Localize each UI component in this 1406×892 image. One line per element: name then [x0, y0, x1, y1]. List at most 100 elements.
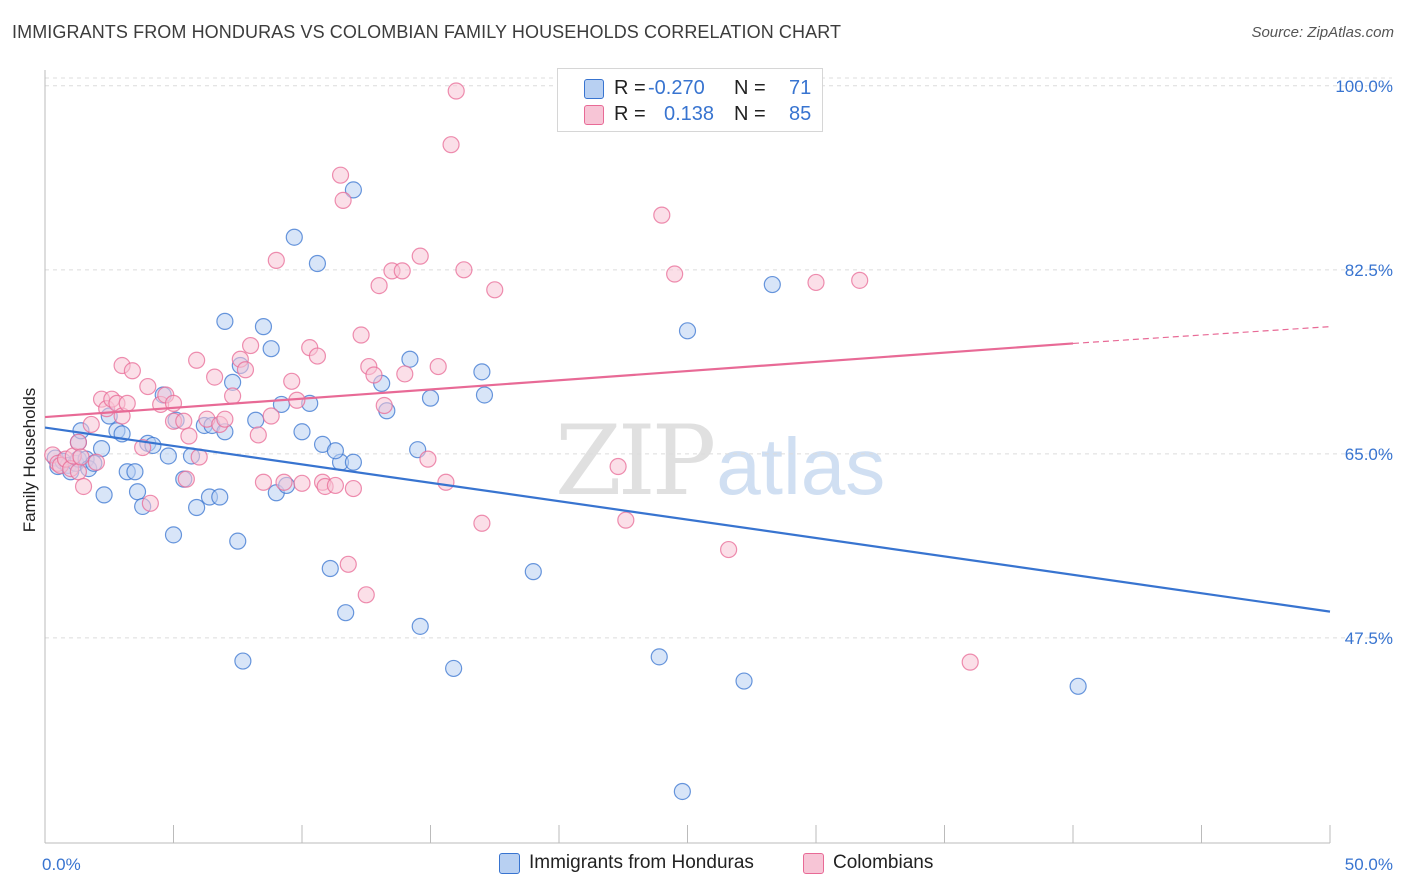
colombians-point: [437, 473, 455, 491]
honduras-point: [126, 463, 144, 481]
honduras-point: [254, 318, 273, 336]
legend-r-label: R =: [614, 103, 646, 125]
colombians-point: [617, 511, 635, 529]
colombians-trend-line: [44, 342, 1074, 419]
colombians-point: [262, 407, 280, 425]
honduras-point: [735, 672, 753, 690]
colombians-point: [357, 586, 375, 604]
honduras-point: [673, 782, 691, 801]
colombians-point: [326, 476, 345, 495]
x-tick-label: 50.0%: [1345, 855, 1393, 874]
honduras-point: [650, 648, 668, 666]
honduras-point: [344, 181, 362, 199]
colombians-point: [123, 362, 141, 380]
colombians-point: [177, 470, 195, 488]
colombians-point: [206, 368, 224, 386]
honduras-point: [475, 386, 494, 404]
honduras-point: [164, 526, 183, 544]
colombians-point: [429, 357, 447, 376]
colombians-point: [87, 453, 106, 471]
honduras-point: [159, 447, 177, 465]
colombians-point: [74, 477, 93, 496]
colombians-point: [82, 415, 100, 434]
colombians-point: [216, 410, 234, 428]
legend-row-colombians: R = 0.138 N = 85: [584, 103, 814, 127]
colombians-point: [236, 361, 255, 379]
watermark-atlas: atlas: [716, 422, 886, 511]
honduras-point: [262, 340, 280, 358]
legend-n-value: 71: [789, 77, 812, 99]
legend-swatch-blue: [499, 853, 520, 874]
colombians-point: [455, 261, 473, 279]
colombians-point: [139, 377, 157, 396]
colombians-point: [442, 136, 460, 154]
honduras-trend-line: [44, 426, 1331, 613]
honduras-point: [211, 488, 229, 506]
colombians-point: [370, 276, 388, 295]
colombians-trend-extension: [1072, 326, 1331, 345]
legend-r-value: 0.138: [664, 103, 715, 125]
colombians-point: [118, 394, 136, 412]
stats-legend: R = -0.270 N = 71 R = 0.138 N = 85: [557, 68, 823, 132]
colombians-point: [666, 265, 684, 283]
colombians-point: [308, 347, 327, 365]
watermark-zip: ZIP: [555, 405, 716, 517]
legend-swatch-pink: [584, 105, 604, 125]
colombians-point: [334, 191, 352, 210]
colombians-point: [344, 479, 362, 498]
colombians-point: [473, 514, 491, 532]
colombians-point: [961, 653, 979, 671]
colombians-point: [293, 474, 311, 492]
legend-swatch-blue: [584, 79, 604, 99]
honduras-point: [678, 322, 697, 340]
honduras-point: [337, 604, 355, 622]
colombians-point: [851, 271, 869, 289]
colombians-point: [653, 206, 671, 224]
honduras-point: [188, 498, 206, 517]
colombians-point: [339, 555, 357, 573]
colombians-point: [365, 366, 383, 384]
colombians-point: [283, 372, 301, 390]
watermark: ZIPatlas: [555, 405, 885, 517]
y-tick-label: 47.5%: [1345, 629, 1393, 648]
honduras-point: [401, 350, 419, 368]
legend-label: Colombians: [833, 852, 934, 873]
colombians-point: [224, 387, 242, 405]
honduras-point: [95, 486, 113, 504]
legend-r-label: R =: [614, 77, 646, 99]
colombians-point: [180, 427, 198, 445]
colombians-point: [720, 540, 738, 559]
colombians-point: [141, 494, 159, 512]
colombians-point: [609, 457, 627, 476]
source-label: Source: ZipAtlas.com: [1251, 24, 1394, 41]
honduras-point: [128, 483, 147, 501]
y-tick-label: 65.0%: [1345, 445, 1393, 464]
honduras-point: [234, 652, 252, 670]
honduras-point: [326, 442, 345, 460]
colombians-point: [393, 262, 411, 280]
honduras-point: [321, 559, 339, 578]
colombians-point: [411, 247, 429, 265]
colombians-point: [134, 438, 152, 457]
honduras-point: [247, 411, 265, 429]
honduras-point: [473, 363, 491, 381]
honduras-point: [344, 453, 362, 471]
colombians-point: [69, 433, 88, 451]
y-tick-label: 82.5%: [1345, 261, 1393, 280]
legend-n-value: 85: [789, 103, 812, 125]
colombians-point: [267, 251, 285, 269]
colombians-point: [447, 82, 465, 100]
colombians-point: [249, 426, 267, 444]
honduras-point: [763, 275, 781, 294]
colombians-point: [375, 396, 393, 415]
honduras-point: [308, 254, 327, 273]
colombians-point: [188, 351, 206, 369]
legend-n-label: N =: [734, 77, 766, 99]
x-tick-label: 0.0%: [42, 855, 81, 874]
honduras-point: [229, 532, 247, 550]
honduras-point: [216, 312, 234, 330]
colombians-point: [486, 281, 504, 299]
colombians-point: [352, 326, 370, 344]
legend-n-label: N =: [734, 103, 766, 125]
